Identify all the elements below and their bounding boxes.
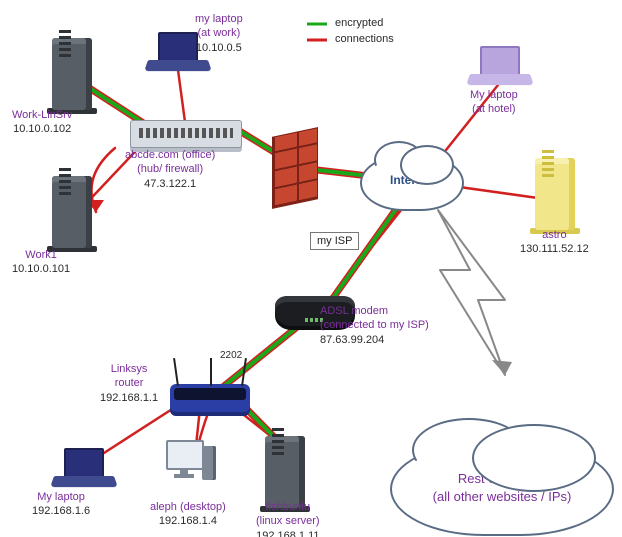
desktop-aleph-icon <box>162 440 216 500</box>
rest-of-internet-cloud-icon: Rest of internet (all other websites / I… <box>390 442 614 536</box>
server-astro-icon <box>528 140 582 230</box>
legend-connections-label: connections <box>335 33 394 45</box>
work-linsrv-label: Work-LinSrv 10.10.0.102 <box>12 108 72 137</box>
port-2202-label: 2202 <box>220 348 242 362</box>
aleph-label: aleph (desktop) 192.168.1.4 <box>150 500 226 529</box>
rest-of-internet-label: Rest of internet (all other websites / I… <box>392 470 612 505</box>
work1-label: Work1 10.10.0.101 <box>12 248 70 277</box>
laptop-home-icon <box>54 448 114 488</box>
legend-encrypted-label: encrypted <box>335 17 383 29</box>
laptop-home-label: My laptop 192.168.1.6 <box>32 490 90 519</box>
astro-label: astro 130.111.52.12 <box>520 228 589 257</box>
isp-label-box: my ISP <box>310 232 359 250</box>
hub-switch-icon <box>130 120 242 148</box>
internet-cloud-icon: Internet <box>360 155 464 211</box>
laptop-hotel-icon <box>470 46 530 86</box>
adsl-label: ADSL modem (connected to my ISP) 87.63.9… <box>320 304 429 347</box>
laptop-hotel-label: My laptop (at hotel) <box>470 88 518 117</box>
linksys-router-icon <box>170 384 250 412</box>
office-hub-label: abcde.com (office) (hub/ firewall) 47.3.… <box>125 148 215 191</box>
laptop-work-label: my laptop (at work) 10.10.0.5 <box>195 12 243 55</box>
server-work-linsrv-icon <box>45 20 99 110</box>
firewall-icon <box>272 127 318 209</box>
server-fishbuntu-icon <box>258 418 312 508</box>
server-work1-icon <box>45 158 99 248</box>
linksys-label: Linksys router 192.168.1.1 <box>100 362 158 405</box>
internet-label: Internet <box>362 173 462 187</box>
fishbuntu-label: fishbuntu (linux server) 192.168.1.11 <box>256 500 320 537</box>
